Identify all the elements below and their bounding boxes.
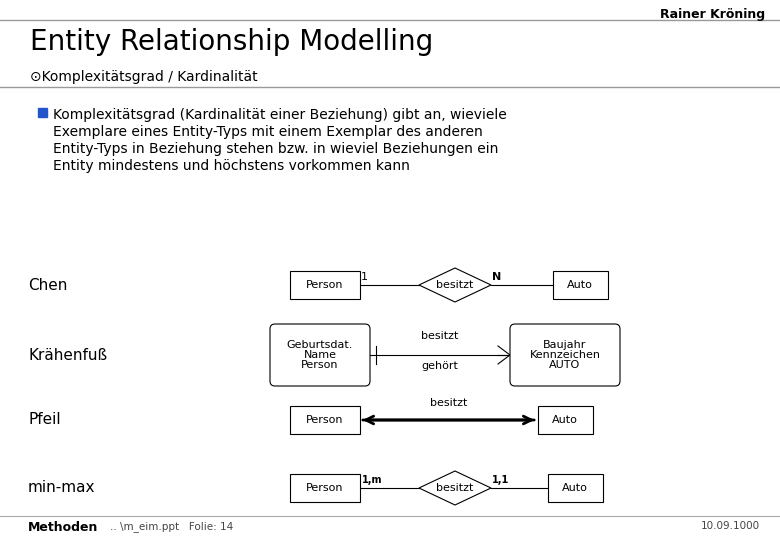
Text: Rainer Kröning: Rainer Kröning [660,8,765,21]
Bar [290,474,360,502]
Bar [548,474,602,502]
FancyBboxPatch shape [510,324,620,386]
Text: 1: 1 [361,272,368,282]
Bar [290,406,360,434]
Text: Baujahr: Baujahr [544,340,587,350]
Text: Auto: Auto [562,483,588,493]
Bar [290,271,360,299]
Text: Person: Person [301,360,339,370]
Text: .. \m_eim.ppt   Folie: 14: .. \m_eim.ppt Folie: 14 [110,521,233,532]
Text: Komplexitätsgrad (Kardinalität einer Beziehung) gibt an, wieviele: Komplexitätsgrad (Kardinalität einer Bez… [53,108,507,122]
Text: Auto: Auto [567,280,593,290]
Text: 1,1: 1,1 [492,475,509,485]
Text: N: N [492,272,502,282]
Text: Entity-Typs in Beziehung stehen bzw. in wieviel Beziehungen ein: Entity-Typs in Beziehung stehen bzw. in … [53,142,498,156]
Text: besitzt: besitzt [436,280,473,290]
Polygon shape [419,268,491,302]
Text: Geburtsdat.: Geburtsdat. [287,340,353,350]
Text: AUTO: AUTO [549,360,580,370]
Text: ⊙Komplexitätsgrad / Kardinalität: ⊙Komplexitätsgrad / Kardinalität [30,70,257,84]
Text: Person: Person [307,415,344,425]
Text: gehört: gehört [421,361,459,371]
Text: Entity mindestens und höchstens vorkommen kann: Entity mindestens und höchstens vorkomme… [53,159,410,173]
Text: 1,m: 1,m [362,475,382,485]
Text: Krähenfuß: Krähenfuß [28,348,107,362]
Bar [537,406,593,434]
Text: besitzt: besitzt [436,483,473,493]
Bar [552,271,608,299]
Text: Entity Relationship Modelling: Entity Relationship Modelling [30,28,433,56]
Polygon shape [419,471,491,505]
Text: Auto: Auto [552,415,578,425]
Text: besitzt: besitzt [430,398,467,408]
Text: Exemplare eines Entity-Typs mit einem Exemplar des anderen: Exemplare eines Entity-Typs mit einem Ex… [53,125,483,139]
Text: Person: Person [307,483,344,493]
Text: besitzt: besitzt [421,331,459,341]
Text: Methoden: Methoden [28,521,98,534]
Text: min-max: min-max [28,481,95,496]
Text: Kennzeichen: Kennzeichen [530,350,601,360]
Text: 10.09.1000: 10.09.1000 [701,521,760,531]
Text: Pfeil: Pfeil [28,413,61,428]
Text: Name: Name [303,350,336,360]
FancyBboxPatch shape [270,324,370,386]
Text: Chen: Chen [28,278,67,293]
Bar [38,108,47,117]
Text: Person: Person [307,280,344,290]
